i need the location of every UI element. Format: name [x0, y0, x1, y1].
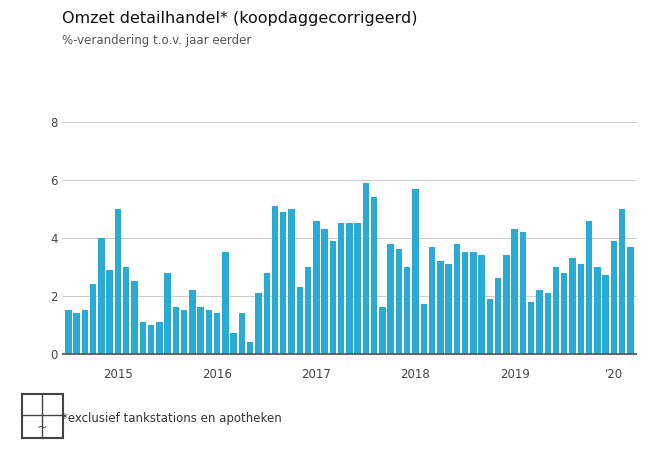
Bar — [65, 310, 72, 354]
Bar — [619, 209, 625, 354]
Bar — [263, 273, 270, 354]
Bar — [363, 183, 369, 354]
Bar — [462, 252, 468, 354]
Bar — [272, 206, 278, 354]
Bar — [21, 394, 62, 438]
Bar — [396, 249, 402, 354]
Bar — [214, 313, 220, 354]
Bar — [536, 290, 543, 354]
Bar — [594, 267, 601, 354]
Bar — [123, 267, 129, 354]
Bar — [107, 270, 113, 354]
Bar — [346, 223, 352, 354]
Bar — [561, 273, 567, 354]
Text: ~: ~ — [37, 421, 47, 434]
Bar — [627, 247, 634, 354]
Bar — [280, 212, 287, 354]
Bar — [82, 310, 88, 354]
Bar — [603, 275, 609, 354]
Bar — [90, 284, 96, 354]
Bar — [478, 255, 485, 354]
Bar — [545, 293, 551, 354]
Bar — [552, 267, 559, 354]
Bar — [495, 279, 501, 354]
Bar — [429, 247, 436, 354]
Bar — [421, 304, 427, 354]
Bar — [454, 243, 460, 354]
Bar — [379, 307, 385, 354]
Bar — [470, 252, 476, 354]
Bar — [189, 290, 196, 354]
Bar — [412, 189, 419, 354]
Bar — [404, 267, 410, 354]
Bar — [520, 232, 526, 354]
Text: Omzet detailhandel* (koopdaggecorrigeerd): Omzet detailhandel* (koopdaggecorrigeerd… — [62, 11, 417, 26]
Bar — [222, 252, 229, 354]
Bar — [140, 322, 146, 354]
Bar — [247, 342, 254, 354]
Bar — [156, 322, 162, 354]
Bar — [610, 241, 617, 354]
Bar — [255, 293, 262, 354]
Bar — [148, 324, 154, 354]
Bar — [487, 299, 493, 354]
Bar — [115, 209, 121, 354]
Bar — [586, 220, 592, 354]
Bar — [131, 281, 138, 354]
Bar — [330, 241, 336, 354]
Bar — [338, 223, 344, 354]
Text: *exclusief tankstations en apotheken: *exclusief tankstations en apotheken — [62, 412, 281, 425]
Bar — [387, 243, 394, 354]
Bar — [569, 258, 576, 354]
Bar — [98, 238, 105, 354]
Bar — [445, 264, 452, 354]
Bar — [437, 261, 443, 354]
Bar — [371, 198, 378, 354]
Bar — [296, 287, 303, 354]
Text: %-verandering t.o.v. jaar eerder: %-verandering t.o.v. jaar eerder — [62, 34, 251, 47]
Bar — [305, 267, 311, 354]
Bar — [198, 307, 204, 354]
Bar — [289, 209, 294, 354]
Bar — [164, 273, 171, 354]
Bar — [528, 302, 534, 354]
Bar — [231, 333, 237, 354]
Bar — [512, 229, 518, 354]
Bar — [313, 220, 320, 354]
Bar — [354, 223, 361, 354]
Bar — [578, 264, 584, 354]
Bar — [173, 307, 179, 354]
Bar — [321, 229, 328, 354]
Bar — [73, 313, 80, 354]
Bar — [239, 313, 245, 354]
Bar — [181, 310, 187, 354]
Bar — [503, 255, 510, 354]
Bar — [205, 310, 212, 354]
